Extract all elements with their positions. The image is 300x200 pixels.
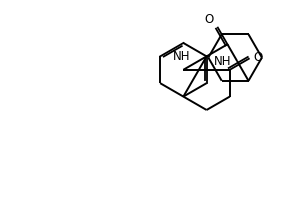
Text: NH: NH [214,55,232,68]
Text: O: O [253,51,262,64]
Text: NH: NH [173,50,190,63]
Text: O: O [204,13,213,26]
